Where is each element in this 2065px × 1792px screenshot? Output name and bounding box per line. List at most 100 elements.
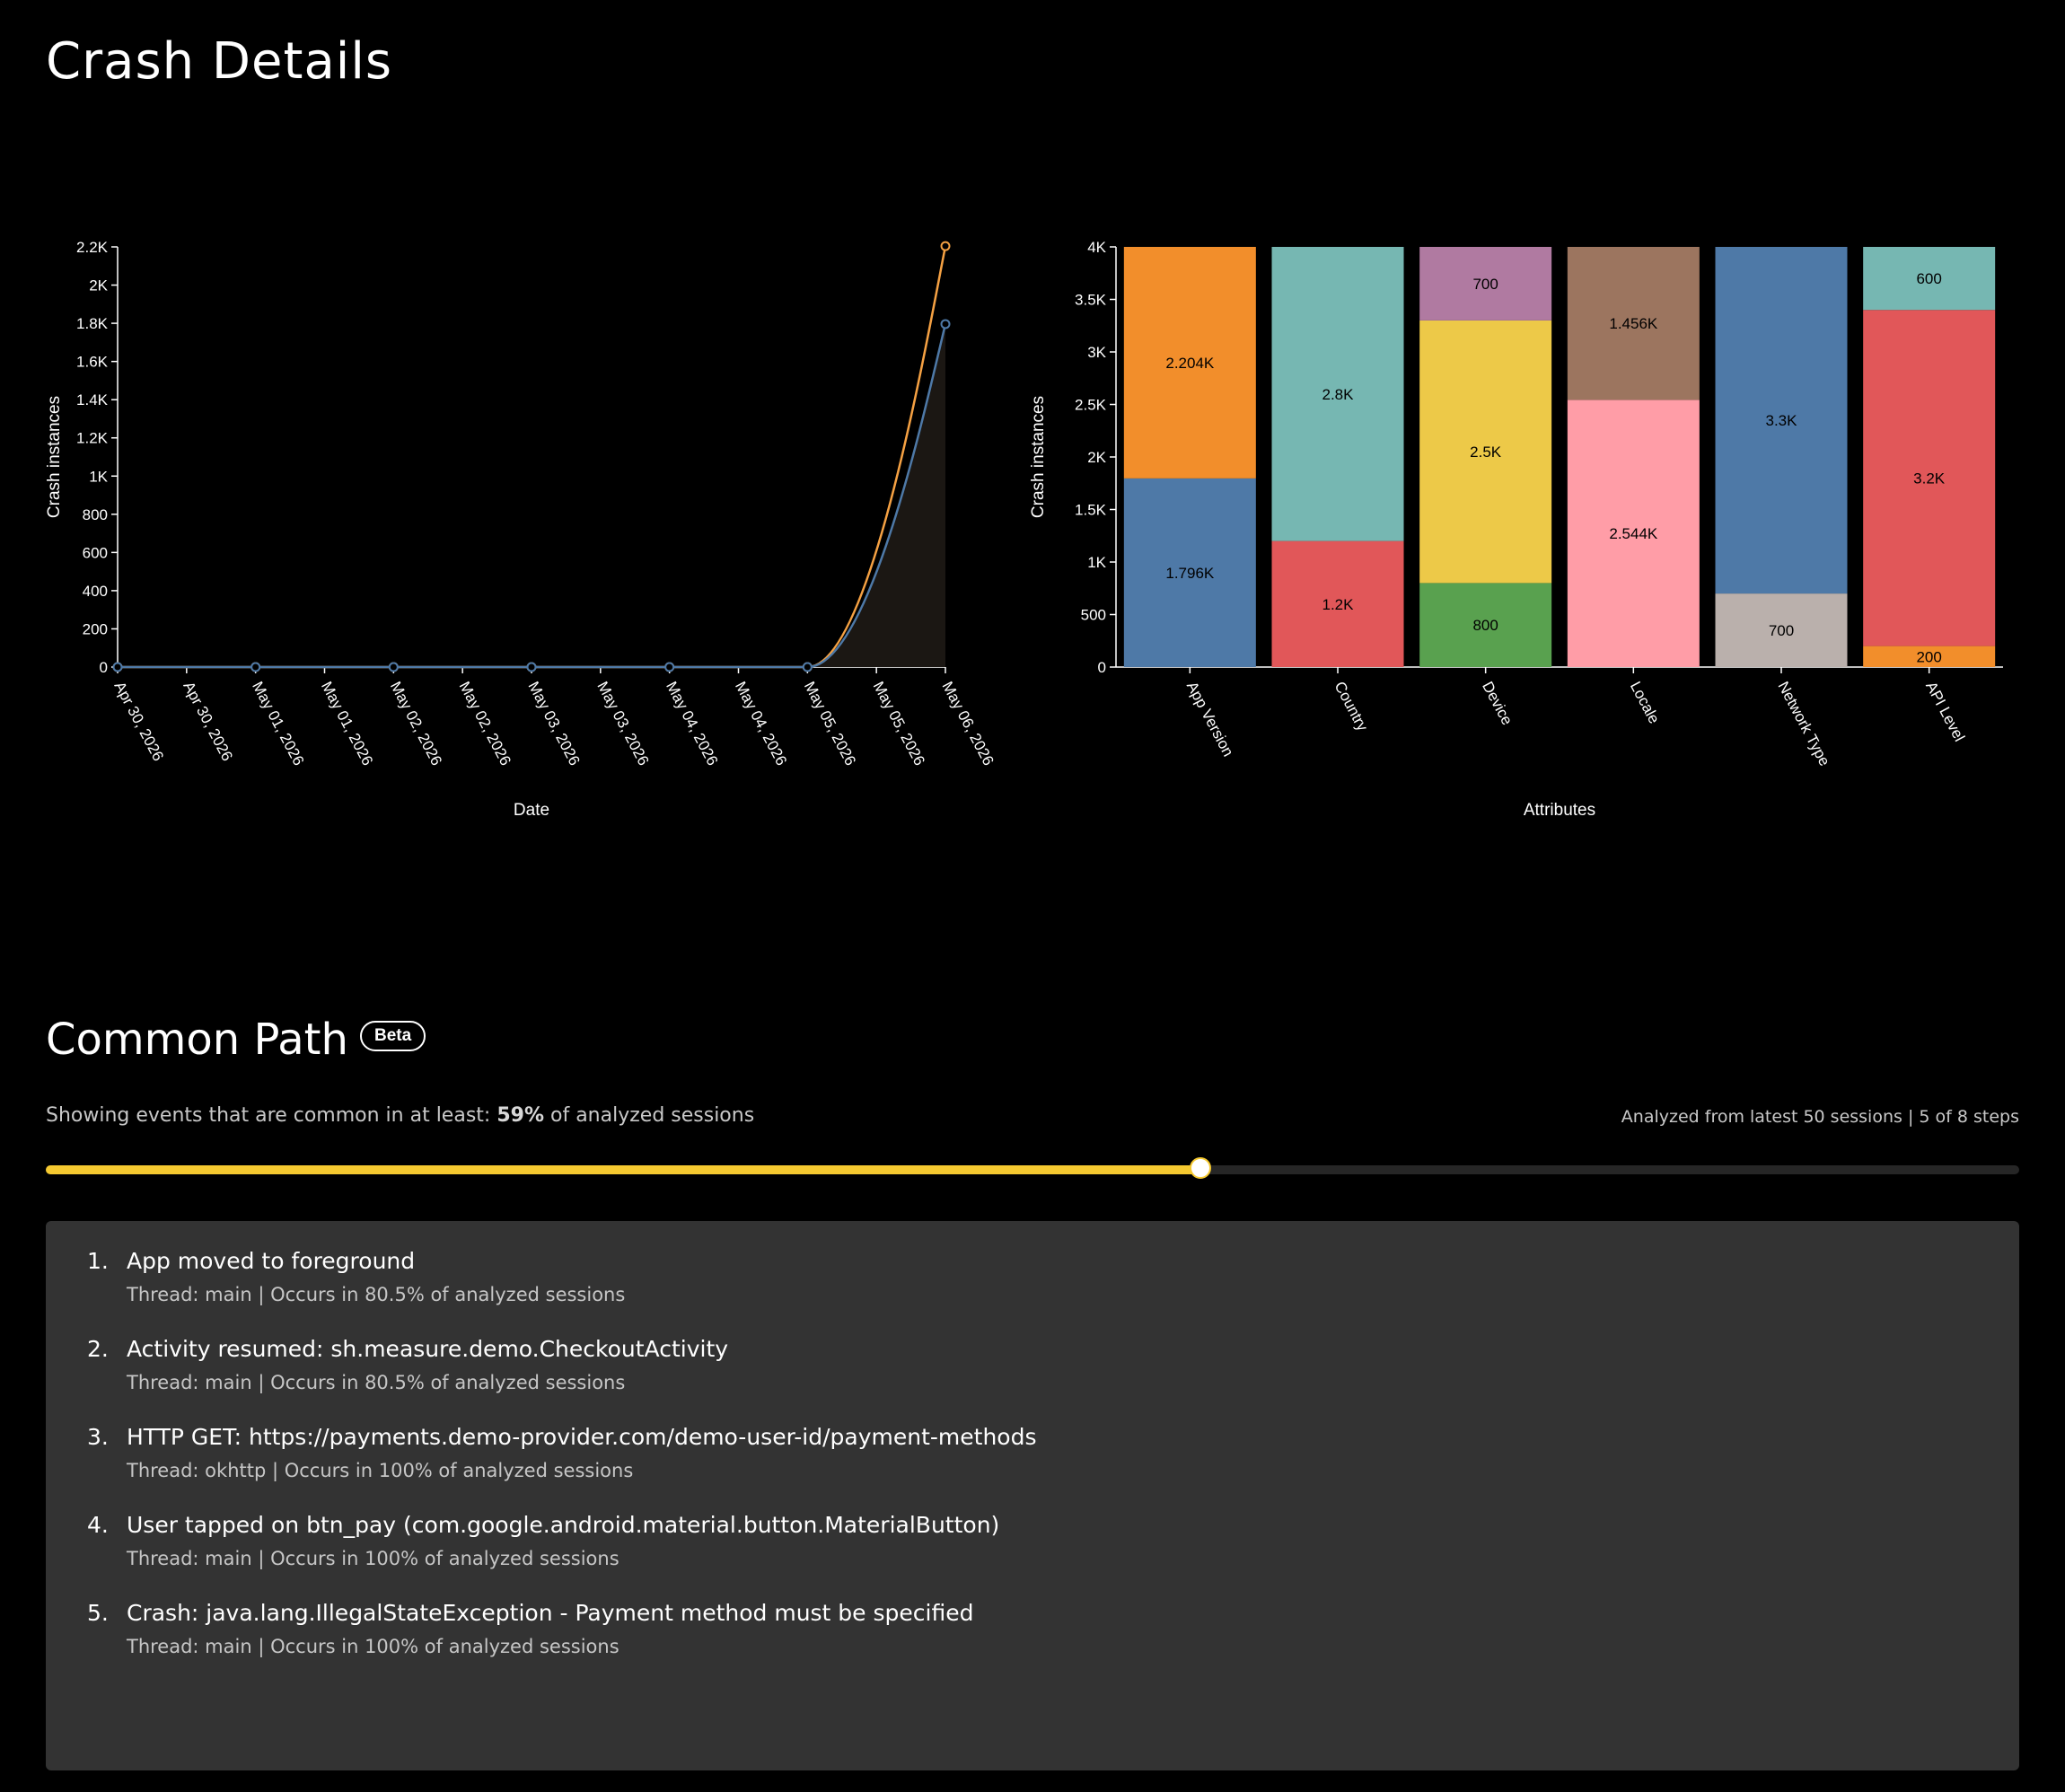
y-tick-label: 800 (83, 506, 108, 523)
threshold-value: 59% (496, 1104, 544, 1127)
bar-segment (1715, 593, 1848, 667)
x-tick-label: May 05, 2026 (801, 679, 859, 769)
series-line (118, 245, 947, 669)
path-step: 2. Activity resumed: sh.measure.demo.Che… (87, 1336, 2019, 1393)
bar-segment-label: 2.5K (1470, 444, 1502, 461)
bar-segment-label: 2.204K (1165, 355, 1215, 372)
common-path-panel: 1. App moved to foreground Thread: main … (46, 1221, 2019, 1770)
bar-segment (1567, 400, 1700, 667)
y-tick-label: 2K (89, 277, 108, 294)
bar-segment (1123, 478, 1256, 667)
bar-segment-label: 200 (1916, 648, 1941, 665)
bar-segment (1567, 247, 1700, 400)
y-tick-label: 200 (83, 620, 108, 637)
x-tick-label: May 04, 2026 (732, 679, 790, 769)
bar-segment-label: 600 (1916, 270, 1941, 287)
y-tick-label: 1.4K (76, 391, 109, 408)
bar-segment (1419, 320, 1552, 584)
threshold-slider[interactable] (46, 1157, 2019, 1179)
y-axis-label: Crash instances (1029, 396, 1048, 518)
y-tick-label: 1.8K (76, 315, 109, 332)
beta-badge: Beta (360, 1021, 426, 1051)
bar-segment-label: 2.8K (1322, 386, 1355, 403)
bar-segment (1715, 247, 1848, 594)
x-axis-label: Attributes (1524, 801, 1595, 820)
path-step-detail: Thread: okhttp | Occurs in 100% of analy… (127, 1460, 634, 1481)
y-tick-label: 1.6K (76, 354, 109, 371)
threshold-suffix: of analyzed sessions (544, 1104, 755, 1127)
page-title: Crash Details (46, 32, 393, 91)
x-tick-label: May 02, 2026 (387, 679, 445, 769)
bar-segment (1419, 247, 1552, 321)
attributes-bar-chart[interactable]: 0 500 1K 1.5K 2K 2.5K 3K 3.5K 4K 1.796K 2.204K App … (1015, 224, 2065, 835)
slider-thumb[interactable] (1189, 1157, 1211, 1179)
bar-segment (1863, 247, 1996, 311)
x-tick-label: May 01, 2026 (318, 679, 376, 769)
bar-segment-label: 700 (1472, 276, 1498, 293)
bar-segment (1123, 247, 1256, 479)
path-step: 4. User tapped on btn_pay (com.google.an… (87, 1512, 2019, 1569)
path-step-number: 1. (87, 1248, 109, 1274)
y-tick-label: 600 (83, 544, 108, 561)
x-tick-label: May 04, 2026 (663, 679, 721, 769)
slider-fill (46, 1165, 1200, 1174)
y-tick-label: 2.5K (1075, 397, 1107, 414)
threshold-prefix: Showing events that are common in at lea… (46, 1104, 497, 1127)
bar-segment-label: 1.2K (1322, 596, 1355, 613)
y-tick-label: 2.2K (76, 239, 109, 256)
series-line (118, 323, 947, 669)
data-point (526, 662, 537, 672)
y-tick-label: 1.5K (1075, 502, 1107, 519)
x-tick-label: Apr 30, 2026 (110, 679, 166, 764)
x-tick-label: May 06, 2026 (938, 679, 997, 769)
path-step-number: 4. (87, 1512, 109, 1538)
x-tick-label: May 01, 2026 (249, 679, 307, 769)
bar-segment (1419, 583, 1552, 667)
path-step-title: Crash: java.lang.IllegalStateException -… (127, 1600, 974, 1626)
data-point (664, 662, 675, 672)
x-tick-label: Apr 30, 2026 (180, 679, 235, 764)
data-point (388, 662, 399, 672)
bar-segment-label: 1.796K (1165, 565, 1215, 582)
x-tick-label: Network Type (1774, 679, 1832, 769)
y-tick-label: 4K (1087, 239, 1106, 256)
crash-line-chart[interactable]: 0 200 400 600 800 1K 1.2K 1.4K 1.6K 1.8K 2K 2.2K Apr… (0, 224, 1032, 835)
data-point (802, 662, 813, 672)
path-step: 5. Crash: java.lang.IllegalStateExceptio… (87, 1600, 2019, 1657)
path-step-number: 3. (87, 1424, 109, 1450)
bar-segment (1271, 247, 1404, 541)
y-tick-label: 0 (100, 659, 108, 676)
path-step-title: HTTP GET: https://payments.demo-provider… (127, 1424, 1037, 1450)
data-point (112, 662, 123, 672)
x-tick-label: Country (1331, 679, 1371, 734)
data-point (940, 319, 951, 329)
path-step-title: App moved to foreground (127, 1248, 416, 1274)
path-step-detail: Thread: main | Occurs in 80.5% of analyz… (127, 1284, 626, 1305)
y-tick-label: 1K (1087, 554, 1106, 571)
y-tick-label: 2K (1087, 449, 1106, 466)
x-tick-label: Device (1479, 679, 1516, 728)
path-step-title: User tapped on btn_pay (com.google.andro… (127, 1512, 1000, 1538)
path-step-detail: Thread: main | Occurs in 100% of analyze… (127, 1548, 620, 1569)
y-tick-label: 1K (89, 468, 108, 485)
path-step-number: 2. (87, 1336, 109, 1362)
path-step-title: Activity resumed: sh.measure.demo.Checko… (127, 1336, 729, 1362)
x-axis-label: Date (514, 801, 549, 820)
bar-segment-label: 700 (1769, 622, 1794, 639)
data-point (940, 241, 951, 251)
path-step-number: 5. (87, 1600, 109, 1626)
x-tick-label: App Version (1183, 679, 1237, 760)
y-tick-label: 0 (1098, 659, 1106, 676)
threshold-text: Showing events that are common in at lea… (46, 1104, 754, 1127)
x-tick-label: API Level (1922, 679, 1968, 744)
bar-segment-label: 800 (1472, 617, 1498, 634)
common-path-list: 1. App moved to foreground Thread: main … (46, 1221, 2019, 1657)
x-tick-label: May 03, 2026 (524, 679, 583, 769)
path-step-detail: Thread: main | Occurs in 80.5% of analyz… (127, 1372, 626, 1393)
y-axis-label: Crash instances (45, 396, 64, 518)
bar-segment-label: 1.456K (1609, 315, 1658, 332)
path-step-detail: Thread: main | Occurs in 100% of analyze… (127, 1636, 620, 1657)
bar-segment (1863, 646, 1996, 667)
y-tick-label: 1.2K (76, 430, 109, 447)
analyzed-info: Analyzed from latest 50 sessions | 5 of … (1621, 1107, 2019, 1127)
